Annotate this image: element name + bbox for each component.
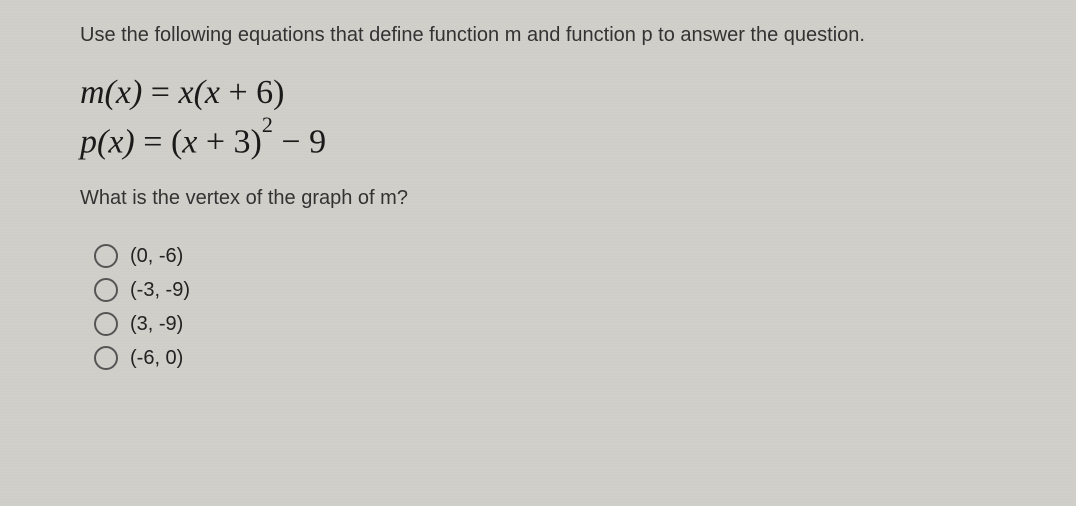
eq-p-left: p(x) (80, 123, 135, 160)
eq-p-tail: − 9 (273, 123, 326, 160)
radio-icon[interactable] (94, 312, 118, 336)
option-d[interactable]: (-6, 0) (94, 346, 1016, 370)
question-intro: Use the following equations that define … (80, 18, 950, 52)
eq-m-eq: = (142, 74, 178, 111)
radio-icon[interactable] (94, 346, 118, 370)
eq-p-right-a-x: x (182, 123, 197, 160)
option-b[interactable]: (-3, -9) (94, 278, 1016, 302)
option-label: (0, -6) (130, 245, 183, 268)
equation-m: m(x) = x(x + 6) (80, 70, 1016, 116)
option-a[interactable]: (0, -6) (94, 244, 1016, 268)
radio-icon[interactable] (94, 244, 118, 268)
eq-m-right-b: + 6) (220, 74, 285, 111)
option-c[interactable]: (3, -9) (94, 312, 1016, 336)
eq-m-right-a: x(x (178, 74, 220, 111)
eq-p-eq: = (135, 123, 171, 160)
eq-p-right-b: + 3) (197, 123, 262, 160)
eq-m-left: m(x) (80, 74, 142, 111)
sub-question: What is the vertex of the graph of m? (80, 187, 1016, 210)
eq-p-right-a-paren: ( (171, 123, 182, 160)
eq-p-exponent: 2 (262, 112, 273, 137)
option-label: (-6, 0) (130, 347, 183, 370)
options-group: (0, -6) (-3, -9) (3, -9) (-6, 0) (80, 244, 1016, 370)
radio-icon[interactable] (94, 278, 118, 302)
equations-block: m(x) = x(x + 6) p(x) = (x + 3)2 − 9 (80, 70, 1016, 165)
option-label: (-3, -9) (130, 279, 190, 302)
option-label: (3, -9) (130, 313, 183, 336)
equation-p: p(x) = (x + 3)2 − 9 (80, 118, 1016, 165)
